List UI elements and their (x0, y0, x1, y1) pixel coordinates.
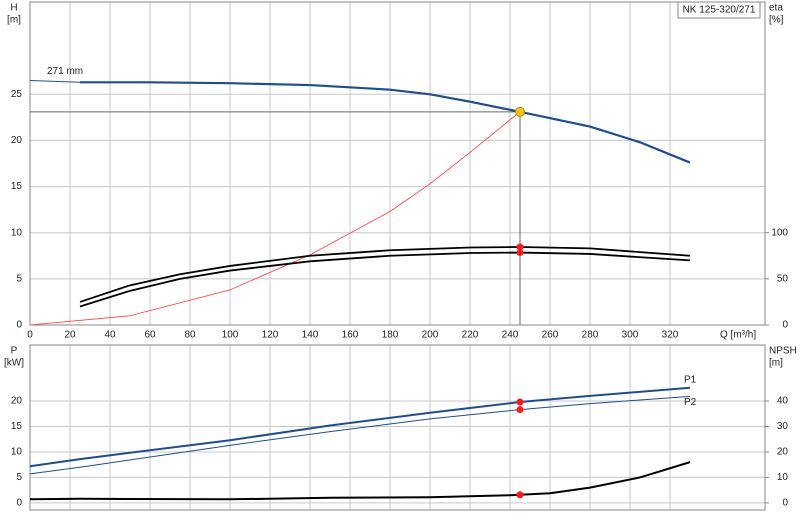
curve (29, 461, 691, 501)
x-tick-label: 160 (342, 330, 359, 341)
x-tick-label: 200 (422, 330, 439, 341)
y-tick-label: 10 (11, 227, 23, 238)
y2-axis-unit: [m] (769, 358, 783, 369)
annotation: 271 mm (47, 66, 83, 77)
y-tick-label: 10 (11, 447, 23, 458)
y-axis-label: H (10, 3, 17, 14)
y2-tick-label: 50 (777, 273, 789, 284)
y2-axis-unit: [%] (769, 15, 784, 26)
x-tick-label: 300 (622, 330, 639, 341)
curve (29, 111, 521, 326)
plot-frame (29, 1, 766, 326)
operating-point (516, 249, 524, 257)
x-tick-label: 20 (64, 330, 76, 341)
y-axis-label: P (11, 346, 18, 357)
y2-tick-label: 100 (771, 227, 788, 238)
x-tick-label: 180 (382, 330, 399, 341)
y2-tick-label: 0 (782, 320, 788, 331)
chart-title: NK 125-320/271 (683, 5, 756, 16)
y-tick-label: 20 (11, 135, 23, 146)
legend-label: P1 (684, 374, 697, 385)
x-tick-label: 100 (222, 330, 239, 341)
x-tick-label: 280 (582, 330, 599, 341)
y2-tick-label: 0 (782, 498, 788, 509)
x-tick-label: 40 (104, 330, 116, 341)
operating-point (516, 491, 524, 499)
y-tick-label: 5 (16, 472, 22, 483)
curve (79, 246, 691, 303)
x-tick-label: 240 (502, 330, 519, 341)
y2-tick-label: 10 (777, 472, 789, 483)
x-tick-label: 140 (302, 330, 319, 341)
legend-label: P2 (684, 397, 697, 408)
y2-axis-label: eta (769, 3, 783, 14)
operating-point (516, 406, 524, 414)
y-tick-label: 15 (11, 421, 23, 432)
y-axis-unit: [m] (7, 15, 21, 26)
x-tick-label: 220 (462, 330, 479, 341)
y-tick-label: 0 (16, 498, 22, 509)
y-tick-label: 20 (11, 396, 23, 407)
operating-point (516, 243, 524, 251)
x-tick-label: 80 (184, 330, 196, 341)
operating-point (516, 398, 524, 406)
y-tick-label: 0 (16, 320, 22, 331)
x-tick-label: 120 (262, 330, 279, 341)
y-tick-label: 5 (16, 273, 22, 284)
duty-point (515, 106, 525, 117)
y2-tick-label: 20 (777, 447, 789, 458)
x-tick-label: 0 (27, 330, 33, 341)
curve (79, 251, 691, 308)
x-tick-label: 60 (144, 330, 156, 341)
x-axis-label: Q [m³/h] (720, 330, 756, 341)
y-tick-label: 25 (11, 89, 23, 100)
y2-tick-label: 40 (777, 396, 789, 407)
curve (29, 386, 691, 468)
title-box (677, 1, 761, 19)
y-tick-label: 15 (11, 181, 23, 192)
curve (29, 79, 81, 83)
curve (80, 81, 691, 164)
x-tick-label: 260 (542, 330, 559, 341)
y-axis-unit: [kW] (4, 358, 24, 369)
x-tick-label: 320 (662, 330, 679, 341)
curve (29, 395, 691, 475)
y2-axis-label: NPSH (769, 346, 797, 357)
y2-tick-label: 30 (777, 421, 789, 432)
plot-frame (29, 344, 766, 511)
